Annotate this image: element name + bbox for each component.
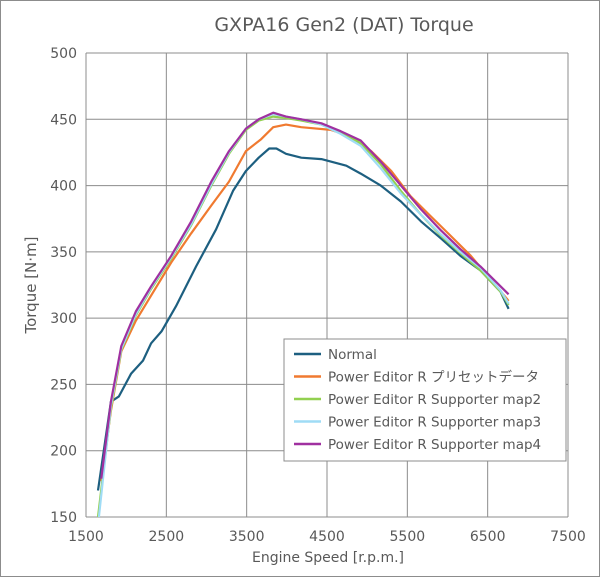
legend-label-4: Power Editor R Supporter map4 — [328, 437, 541, 453]
y-tick-label: 300 — [50, 311, 77, 327]
y-axis-label: Torque [N·m] — [22, 236, 40, 334]
legend-label-0: Normal — [328, 347, 377, 363]
x-tick-label: 1500 — [68, 529, 104, 545]
chart-title: GXPA16 Gen2 (DAT) Torque — [214, 14, 473, 36]
legend: Normal Power Editor R プリセットデータ Power Edito… — [283, 338, 567, 462]
y-tick-label: 400 — [50, 179, 77, 195]
series-line-4 — [100, 111, 510, 479]
x-tick-label: 6500 — [470, 529, 506, 545]
legend-label-1: Power Editor R プリセットデータ — [328, 369, 539, 386]
x-tick-label: 3500 — [229, 529, 265, 545]
x-tick-label: 4500 — [309, 529, 345, 545]
x-tick-label: 7500 — [550, 529, 586, 545]
legend-label-2: Power Editor R Supporter map2 — [328, 392, 541, 408]
y-tick-label: 250 — [50, 377, 77, 393]
x-tick-label: 2500 — [149, 529, 185, 545]
x-tick-label: 5500 — [390, 529, 426, 545]
y-tick-label: 500 — [50, 46, 77, 62]
x-axis-label: Engine Speed [r.p.m.] — [252, 550, 404, 566]
y-tick-label: 200 — [50, 444, 77, 460]
legend-label-3: Power Editor R Supporter map3 — [328, 415, 541, 431]
y-tick-label: 150 — [50, 510, 77, 526]
y-tick-label: 350 — [50, 245, 77, 261]
series-line-0 — [96, 147, 510, 491]
y-tick-label: 450 — [50, 112, 77, 128]
series-line-1 — [100, 123, 510, 482]
